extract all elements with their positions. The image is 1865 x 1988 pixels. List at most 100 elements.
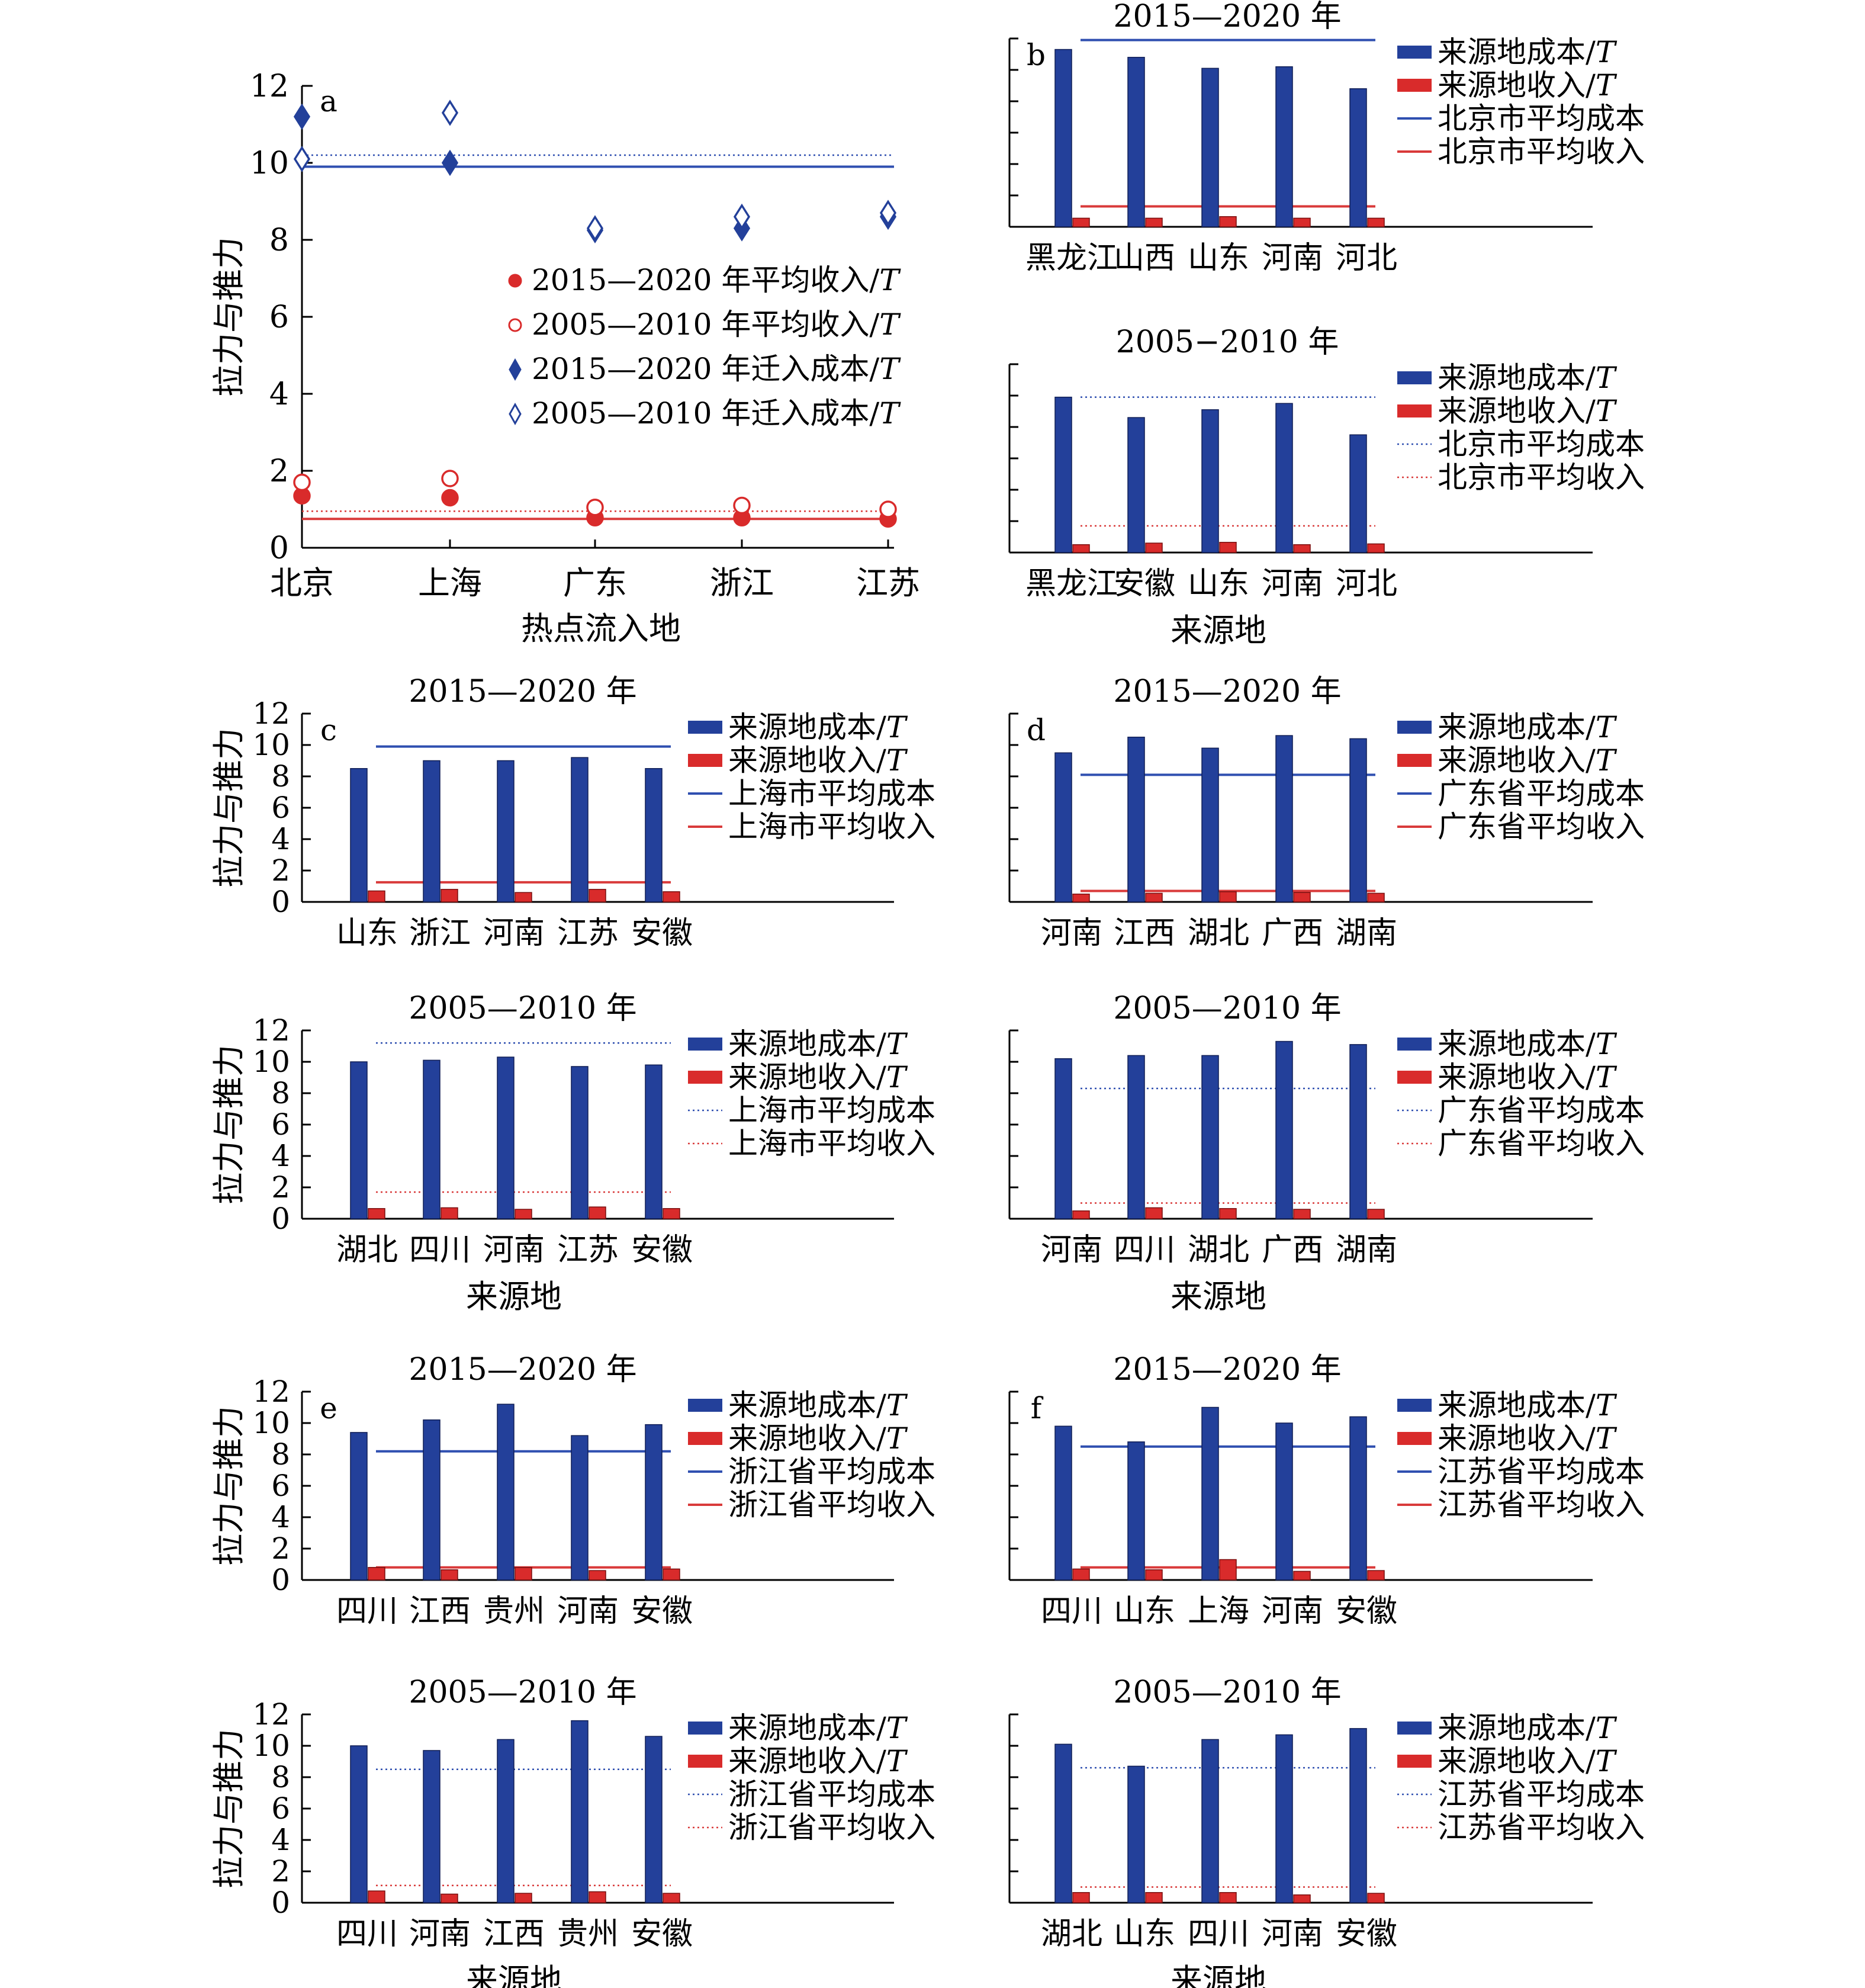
y-tick-label: 12 — [250, 69, 289, 104]
bar-cost — [1127, 1055, 1145, 1219]
legend-label: 来源地收入/T — [1438, 68, 1618, 102]
y-tick-label: 8 — [271, 1437, 290, 1472]
bar-income — [1367, 543, 1385, 553]
x-axis-title: 来源地 — [1171, 1962, 1266, 1988]
bar-income — [663, 891, 680, 903]
bar-cost — [423, 760, 440, 903]
x-axis-title: 来源地 — [466, 1278, 562, 1315]
bar-cost — [1275, 66, 1293, 227]
y-tick-label: 12 — [252, 1374, 290, 1409]
legend-swatch — [1397, 1755, 1432, 1768]
bar-income — [1072, 1568, 1090, 1581]
x-tick-label: 广东 — [563, 564, 627, 602]
x-tick-label: 江西 — [409, 1594, 471, 1629]
y-tick-label: 2 — [271, 1854, 290, 1889]
legend-label: 上海市平均成本 — [728, 1093, 935, 1128]
bar-income — [1145, 542, 1163, 553]
bar-income — [1293, 1894, 1311, 1903]
bar-cost — [571, 757, 589, 903]
y-tick-label: 6 — [269, 300, 289, 335]
data-point — [733, 203, 751, 230]
bar-cost — [645, 1064, 663, 1219]
bar-cost — [571, 1435, 589, 1581]
bar-income — [440, 1569, 458, 1581]
bar-cost — [1127, 1765, 1145, 1903]
bar-cost — [1127, 1441, 1145, 1581]
x-tick-label: 贵州 — [557, 1916, 619, 1952]
panel-label: f — [1031, 1391, 1044, 1425]
bar-income — [1219, 542, 1237, 553]
y-axis-title: 拉力与推力 — [210, 1406, 247, 1566]
chart-title: 2015—2020 年 — [409, 674, 636, 709]
x-tick-label: 山东 — [1188, 240, 1249, 276]
bar-cost — [1275, 1422, 1293, 1581]
legend-label: 浙江省平均成本 — [728, 1777, 935, 1812]
x-tick-label: 四川 — [1188, 1916, 1249, 1952]
y-axis-title: 拉力与推力 — [210, 1729, 247, 1889]
bar-income — [1219, 216, 1237, 227]
legend-swatch — [688, 1722, 722, 1735]
bar-income — [368, 1208, 385, 1219]
bar-income — [663, 1893, 680, 1903]
y-tick-label: 10 — [250, 146, 289, 181]
legend-label: 北京市平均收入 — [1438, 134, 1645, 169]
bar-income — [368, 1567, 385, 1581]
x-tick-label: 山东 — [336, 916, 398, 951]
bar-cost — [350, 1061, 368, 1219]
y-tick-label: 12 — [252, 1697, 290, 1732]
data-point — [441, 489, 459, 507]
bar-income — [1219, 1892, 1237, 1903]
legend-swatch — [688, 1071, 722, 1084]
x-tick-label: 河南 — [1262, 240, 1323, 276]
x-tick-label: 河北 — [1336, 566, 1397, 602]
legend-label: 来源地成本/T — [1438, 361, 1618, 395]
y-tick-label: 0 — [271, 885, 290, 919]
panel-label: b — [1027, 38, 1046, 72]
x-tick-label: 贵州 — [483, 1594, 545, 1629]
bar-income — [1219, 891, 1237, 903]
x-tick-label: 河南 — [1262, 566, 1323, 602]
bar-cost — [1054, 1425, 1072, 1581]
bar-cost — [1349, 434, 1367, 553]
bar-cost — [497, 1404, 515, 1581]
legend-label: 来源地成本/T — [1438, 1027, 1618, 1061]
x-tick-label: 湖北 — [1041, 1916, 1102, 1952]
panel-label: c — [320, 713, 337, 747]
bar-cost — [1201, 1406, 1219, 1581]
bar-cost — [423, 1750, 440, 1903]
bar-income — [1072, 1210, 1090, 1219]
bar-income — [1293, 1209, 1311, 1219]
y-axis-title: 拉力与推力 — [210, 237, 247, 397]
legend-label: 广东省平均成本 — [1438, 1093, 1645, 1128]
bar-cost — [1127, 57, 1145, 227]
y-tick-label: 2 — [271, 1531, 290, 1566]
x-tick-label: 山东 — [1114, 1916, 1175, 1952]
legend-label: 来源地收入/T — [728, 1744, 908, 1778]
bar-cost — [1201, 1055, 1219, 1219]
x-tick-label: 河北 — [1336, 240, 1397, 276]
bar-income — [1367, 1893, 1385, 1903]
legend-swatch — [1397, 1432, 1432, 1445]
x-tick-label: 安徽 — [1114, 566, 1175, 602]
legend-label: 来源地收入/T — [728, 1421, 908, 1456]
y-tick-label: 6 — [271, 1469, 290, 1503]
y-tick-label: 4 — [269, 377, 289, 412]
legend-label: 来源地成本/T — [1438, 35, 1618, 69]
bar-cost — [1349, 1728, 1367, 1903]
legend-swatch — [688, 1038, 722, 1051]
bar-cost — [1054, 1743, 1072, 1903]
bar-cost — [1275, 1734, 1293, 1903]
legend-marker — [508, 274, 522, 288]
bar-income — [1293, 544, 1311, 553]
x-axis-title: 热点流入地 — [521, 610, 681, 647]
bar-cost — [350, 1745, 368, 1903]
bar-cost — [1127, 737, 1145, 903]
legend-label: 来源地成本/T — [728, 1027, 908, 1061]
x-tick-label: 安徽 — [631, 916, 693, 951]
bar-income — [1072, 894, 1090, 903]
y-tick-label: 6 — [271, 1791, 290, 1826]
legend-marker — [509, 402, 522, 426]
